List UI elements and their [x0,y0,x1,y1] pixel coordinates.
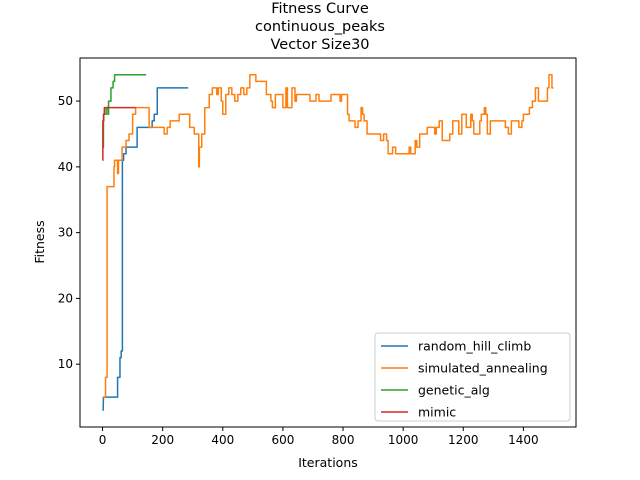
chart-title-line-3: Vector Size30 [270,37,369,53]
x-tick-label: 800 [332,433,355,447]
chart-title-line-1: Fitness Curve [271,1,369,17]
legend-label-simulated-annealing: simulated_annealing [418,361,548,376]
legend: random_hill_climb simulated_annealinggene… [374,332,571,422]
y-axis-ticks: 10 20 30 40 50 [58,94,80,371]
legend-box [374,332,571,422]
x-tick-label: 1200 [448,433,479,447]
series-line-genetic-alg [102,74,147,148]
y-axis-label: Fitness [32,220,47,263]
y-tick-label: 10 [58,357,73,371]
x-tick-label: 600 [271,433,294,447]
x-tick-label: 1000 [388,433,419,447]
legend-label-mimic: mimic [418,405,456,420]
series-line-simulated-annealing [102,74,554,398]
x-tick-label: 1400 [508,433,539,447]
y-tick-label: 40 [58,160,73,174]
plot-frame [79,57,577,428]
x-tick-label: 200 [151,433,174,447]
series-line-random-hill-climb [102,87,189,411]
x-axis-ticks: 0 200 400 600 800 1000 1200 1400 [99,427,539,447]
y-tick-label: 20 [58,291,73,305]
x-tick-label: 0 [99,433,107,447]
legend-label-genetic-alg: genetic_alg [418,383,490,398]
chart-title-line-2: continuous_peaks [255,19,385,35]
y-tick-label: 30 [58,226,73,240]
plot-lines [102,74,554,411]
series-line-mimic [102,106,136,162]
y-tick-label: 50 [58,94,73,108]
legend-label-random-hill-climb: random_hill_climb [418,339,531,354]
x-tick-label: 400 [211,433,234,447]
x-axis-label: Iterations [298,455,358,470]
